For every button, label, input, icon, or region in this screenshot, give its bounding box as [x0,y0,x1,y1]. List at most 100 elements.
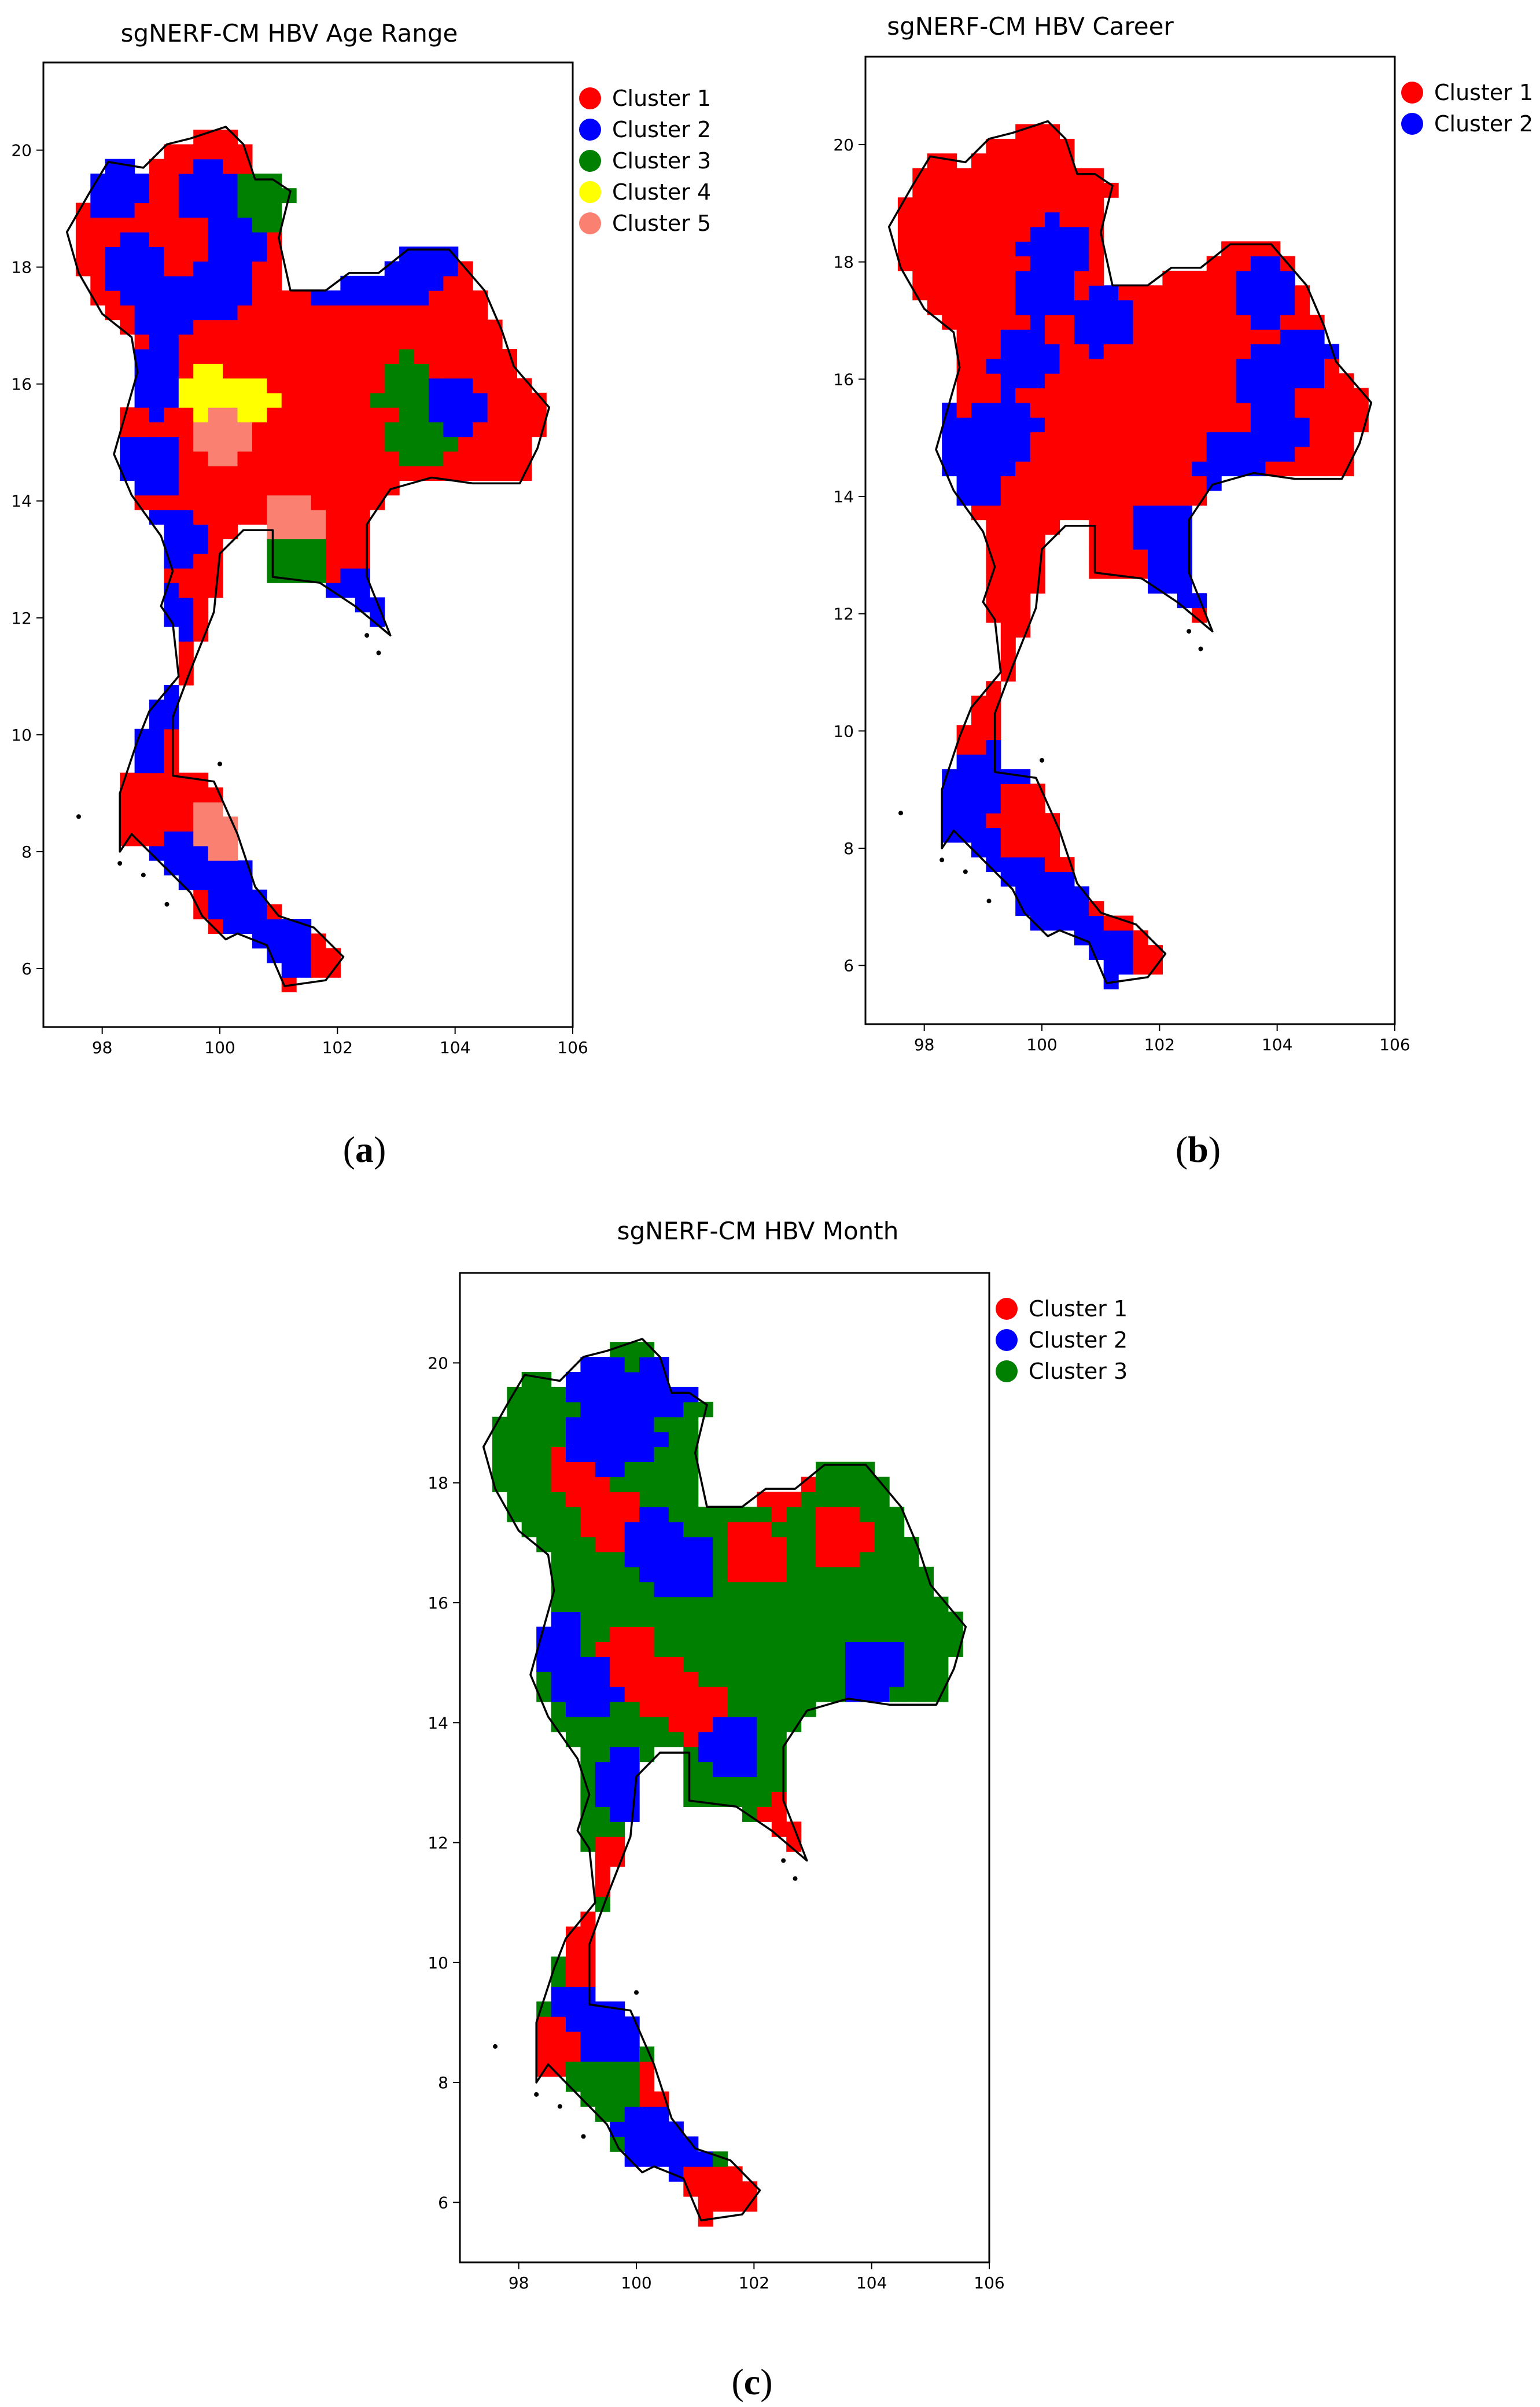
province-cell [971,256,986,271]
province-cell [1250,432,1266,447]
province-cell [521,1431,537,1448]
province-cell [801,1626,816,1642]
legend-marker [579,212,601,234]
province-cell [566,1462,581,1477]
province-cell [267,334,282,349]
province-cell [428,261,444,277]
x-tick-label: 102 [1144,1035,1175,1054]
province-cell [223,203,238,218]
legend-label: Cluster 1 [1029,1296,1128,1322]
province-cell [580,2046,596,2062]
province-cell [237,407,253,422]
province-cell [595,1566,610,1582]
province-cell [1295,300,1310,315]
province-cell [860,1611,875,1627]
province-cell [1045,446,1060,462]
province-cell [757,1596,772,1613]
province-cell [1118,476,1134,491]
province-cell [458,466,473,481]
province-cell [370,305,385,321]
province-cell [580,1986,596,2002]
province-cell [1221,388,1237,403]
province-cell [897,241,913,257]
province-cell [786,1537,802,1552]
province-cell [1030,182,1045,198]
province-cell [208,860,223,875]
province-cell [1045,901,1060,917]
province-cell [1103,329,1119,345]
province-cell [986,490,1001,506]
province-cell [1295,314,1310,330]
province-cell [727,1657,743,1672]
province-cell [458,378,473,393]
province-cell [164,378,179,393]
province-cell [971,388,986,403]
province-cell [178,378,194,393]
province-cell [281,451,297,466]
province-cell [1148,344,1163,359]
x-tick-label: 106 [1379,1035,1410,1054]
province-cell [1133,417,1148,433]
province-cell [580,1477,596,1492]
province-cell [193,392,209,408]
province-cell [120,802,135,817]
province-cell [610,1581,625,1598]
province-cell [414,275,429,291]
province-cell [370,466,385,481]
province-cell [919,1611,934,1627]
province-cell [742,1507,757,1522]
province-cell [1133,314,1148,330]
province-cell [492,1462,507,1477]
province-cell [1162,534,1178,550]
province-cell [1000,461,1016,477]
province-cell [713,1761,728,1777]
province-cell [399,349,415,364]
province-cell [956,256,972,271]
province-cell [193,319,209,335]
province-cell [1059,168,1075,183]
province-cell [443,407,459,422]
province-cell [178,319,194,335]
province-cell [742,1716,757,1732]
province-cell [713,1702,728,1717]
province-cell [986,344,1001,359]
x-tick-label: 106 [974,2273,1004,2292]
province-cell [971,241,986,257]
province-cell [1295,432,1310,447]
province-cell [610,1761,625,1777]
province-cell [1074,490,1089,506]
province-cell [551,1416,566,1433]
province-cell [473,319,488,335]
province-cell [164,203,179,218]
province-cell [178,451,194,466]
province-cell [624,1581,640,1598]
province-cell [252,466,267,481]
province-cell [668,1492,684,1507]
province-cell [713,2181,728,2197]
province-cell [986,813,1001,829]
province-cell [281,436,297,452]
province-cell [566,1431,581,1448]
province-cell [223,466,238,481]
province-cell [326,466,341,481]
province-cell [1148,432,1163,447]
province-cell [566,2016,581,2032]
province-cell [134,174,150,189]
province-cell [771,1702,787,1717]
province-cell [757,1761,772,1777]
province-cell [134,480,150,496]
province-cell [267,407,282,422]
province-cell [134,802,150,817]
province-cell [1045,138,1060,154]
province-cell [281,378,297,393]
province-cell [149,802,164,817]
province-cell [120,174,135,189]
province-cell [610,1806,625,1822]
province-cell [1118,358,1134,374]
province-cell [193,246,209,262]
province-cell [384,349,400,364]
province-cell [149,495,164,510]
province-cell [458,392,473,408]
province-cell [443,422,459,437]
province-cell [164,772,179,788]
